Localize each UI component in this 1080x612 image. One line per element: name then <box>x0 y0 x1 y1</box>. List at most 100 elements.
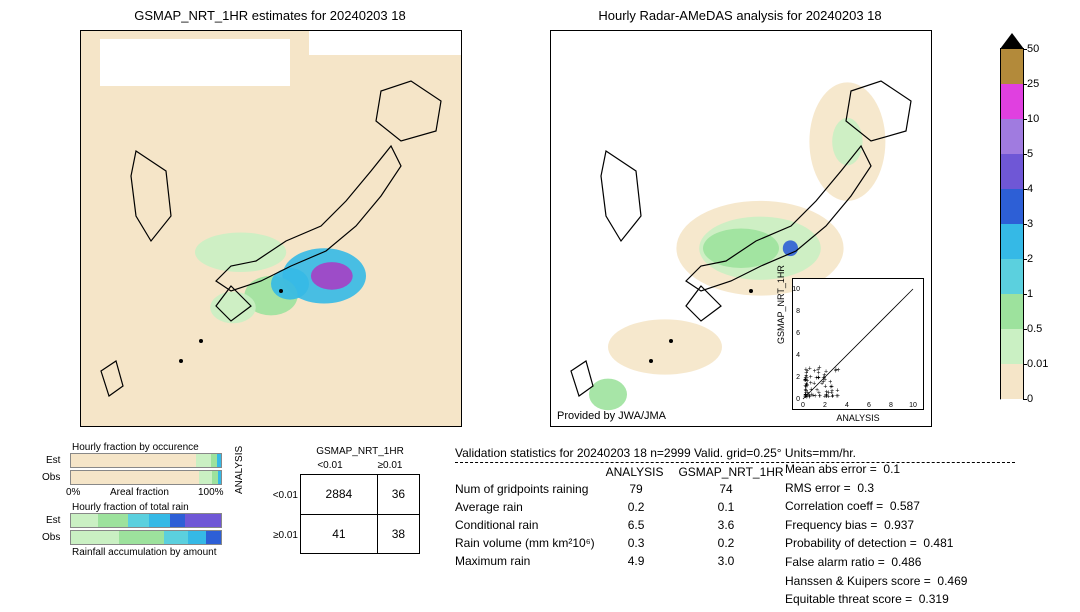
bar-segment <box>188 531 206 544</box>
kv-val: 0.486 <box>891 555 921 569</box>
ct-cell-11: 38 <box>377 514 419 554</box>
totalrain-obs-bar <box>70 530 222 545</box>
occurrence-title: Hourly fraction by occurence <box>72 442 199 453</box>
stat-label: Average rain <box>455 498 605 516</box>
svg-text:8: 8 <box>796 308 800 315</box>
stat-b: 3.6 <box>677 516 784 534</box>
colorbar-segment <box>1001 154 1023 189</box>
kv-val: 0.937 <box>884 518 914 532</box>
svg-text:+: + <box>826 394 830 401</box>
colorbar-bottom-arrow <box>1000 399 1024 415</box>
svg-text:2: 2 <box>796 374 800 381</box>
kv-stat-row: Equitable threat score = 0.319 <box>785 590 967 609</box>
ct-cell-10: 41 <box>301 514 378 554</box>
inset-xlabel: ANALYSIS <box>793 413 923 423</box>
ct-row-header: ANALYSIS <box>234 446 245 494</box>
ct-col-header: GSMAP_NRT_1HR <box>300 446 420 457</box>
svg-text:8: 8 <box>889 402 893 409</box>
ct-col1: ≥0.01 <box>360 460 420 471</box>
colorbar-segment <box>1001 259 1023 294</box>
colorbar-tick: 0 <box>1027 393 1033 405</box>
occurrence-obs-bar <box>70 470 222 485</box>
accum-label: Rainfall accumulation by amount <box>72 547 217 558</box>
svg-text:+: + <box>804 373 808 380</box>
svg-text:0: 0 <box>801 402 805 409</box>
svg-text:6: 6 <box>867 402 871 409</box>
colorbar-segment <box>1001 329 1023 364</box>
kv-key: Frequency bias = <box>785 518 877 532</box>
colorbar-tick: 25 <box>1027 78 1039 90</box>
kv-key: Probability of detection = <box>785 536 917 550</box>
kv-val: 0.1 <box>883 462 900 476</box>
colorbar-segment <box>1001 84 1023 119</box>
obs-label-tot: Obs <box>42 532 60 543</box>
stat-a: 0.3 <box>605 534 678 552</box>
bar-segment <box>128 514 149 527</box>
svg-text:+: + <box>836 393 840 400</box>
colorbar-tick: 5 <box>1027 148 1033 160</box>
stat-b: 74 <box>677 480 784 498</box>
bar-segment <box>170 514 185 527</box>
stat-a: 79 <box>605 480 678 498</box>
ct-col0: <0.01 <box>300 460 360 471</box>
colorbar-segment <box>1001 294 1023 329</box>
svg-text:+: + <box>817 364 821 371</box>
scatter-inset: ++++++++++++++++++++++++++++++++++++++++… <box>792 278 924 410</box>
colorbar-segment <box>1001 119 1023 154</box>
bar-segment <box>71 531 119 544</box>
colorbar-tick: 3 <box>1027 218 1033 230</box>
svg-text:2: 2 <box>823 402 827 409</box>
kv-stat-row: Correlation coeff = 0.587 <box>785 497 967 516</box>
svg-text:4: 4 <box>845 402 849 409</box>
stat-b: 0.1 <box>677 498 784 516</box>
svg-text:4: 4 <box>796 352 800 359</box>
stat-a: 4.9 <box>605 552 678 570</box>
kv-val: 0.3 <box>857 481 874 495</box>
kv-stat-row: Mean abs error = 0.1 <box>785 460 967 479</box>
colorbar-segment <box>1001 49 1023 84</box>
svg-text:+: + <box>817 375 821 382</box>
ct-row1: ≥0.01 <box>258 530 298 541</box>
bar-segment <box>196 454 211 467</box>
svg-text:6: 6 <box>796 330 800 337</box>
kv-key: Hanssen & Kuipers score = <box>785 574 931 588</box>
svg-text:+: + <box>836 367 840 374</box>
svg-text:+: + <box>830 383 834 390</box>
svg-text:+: + <box>812 380 816 387</box>
kv-key: Correlation coeff = <box>785 499 883 513</box>
svg-text:+: + <box>818 393 822 400</box>
left-map-panel: 45°N40°N35°N30°N25°N125°E130°E135°E140°E… <box>80 30 462 427</box>
kv-stat-row: False alarm ratio = 0.486 <box>785 553 967 572</box>
colorbar-segment <box>1001 224 1023 259</box>
inset-ylabel: GSMAP_NRT_1HR <box>776 265 786 344</box>
bar-segment <box>217 454 222 467</box>
colorbar-top-arrow <box>1000 33 1024 49</box>
ct-cell-00: 2884 <box>301 475 378 515</box>
stat-label: Maximum rain <box>455 552 605 570</box>
bar-segment <box>71 454 196 467</box>
colorbar-tick: 2 <box>1027 253 1033 265</box>
stat-label: Num of gridpoints raining <box>455 480 605 498</box>
kv-val: 0.587 <box>890 499 920 513</box>
svg-text:+: + <box>823 376 827 383</box>
provided-by-label: Provided by JWA/JMA <box>557 410 666 422</box>
totalrain-est-bar <box>70 513 222 528</box>
ct-row0: <0.01 <box>258 490 298 501</box>
contingency-table: 288436 4138 <box>300 474 420 554</box>
stats-col-b: GSMAP_NRT_1HR <box>677 464 784 480</box>
kv-val: 0.469 <box>937 574 967 588</box>
svg-text:+: + <box>813 368 817 375</box>
bar-segment <box>185 514 221 527</box>
bar-segment <box>199 471 213 484</box>
kv-key: Equitable threat score = <box>785 592 912 606</box>
left-map-title: GSMAP_NRT_1HR estimates for 20240203 18 <box>80 8 460 23</box>
kv-stats-block: Mean abs error = 0.1RMS error = 0.3Corre… <box>785 460 967 609</box>
svg-text:+: + <box>808 394 812 401</box>
svg-text:0: 0 <box>796 396 800 403</box>
kv-stat-row: Frequency bias = 0.937 <box>785 516 967 535</box>
svg-text:10: 10 <box>793 286 800 293</box>
precip-colorbar: 00.010.512345102550 <box>1000 48 1024 400</box>
kv-stat-row: RMS error = 0.3 <box>785 479 967 498</box>
areal-100: 100% <box>198 487 224 498</box>
kv-stat-row: Probability of detection = 0.481 <box>785 534 967 553</box>
